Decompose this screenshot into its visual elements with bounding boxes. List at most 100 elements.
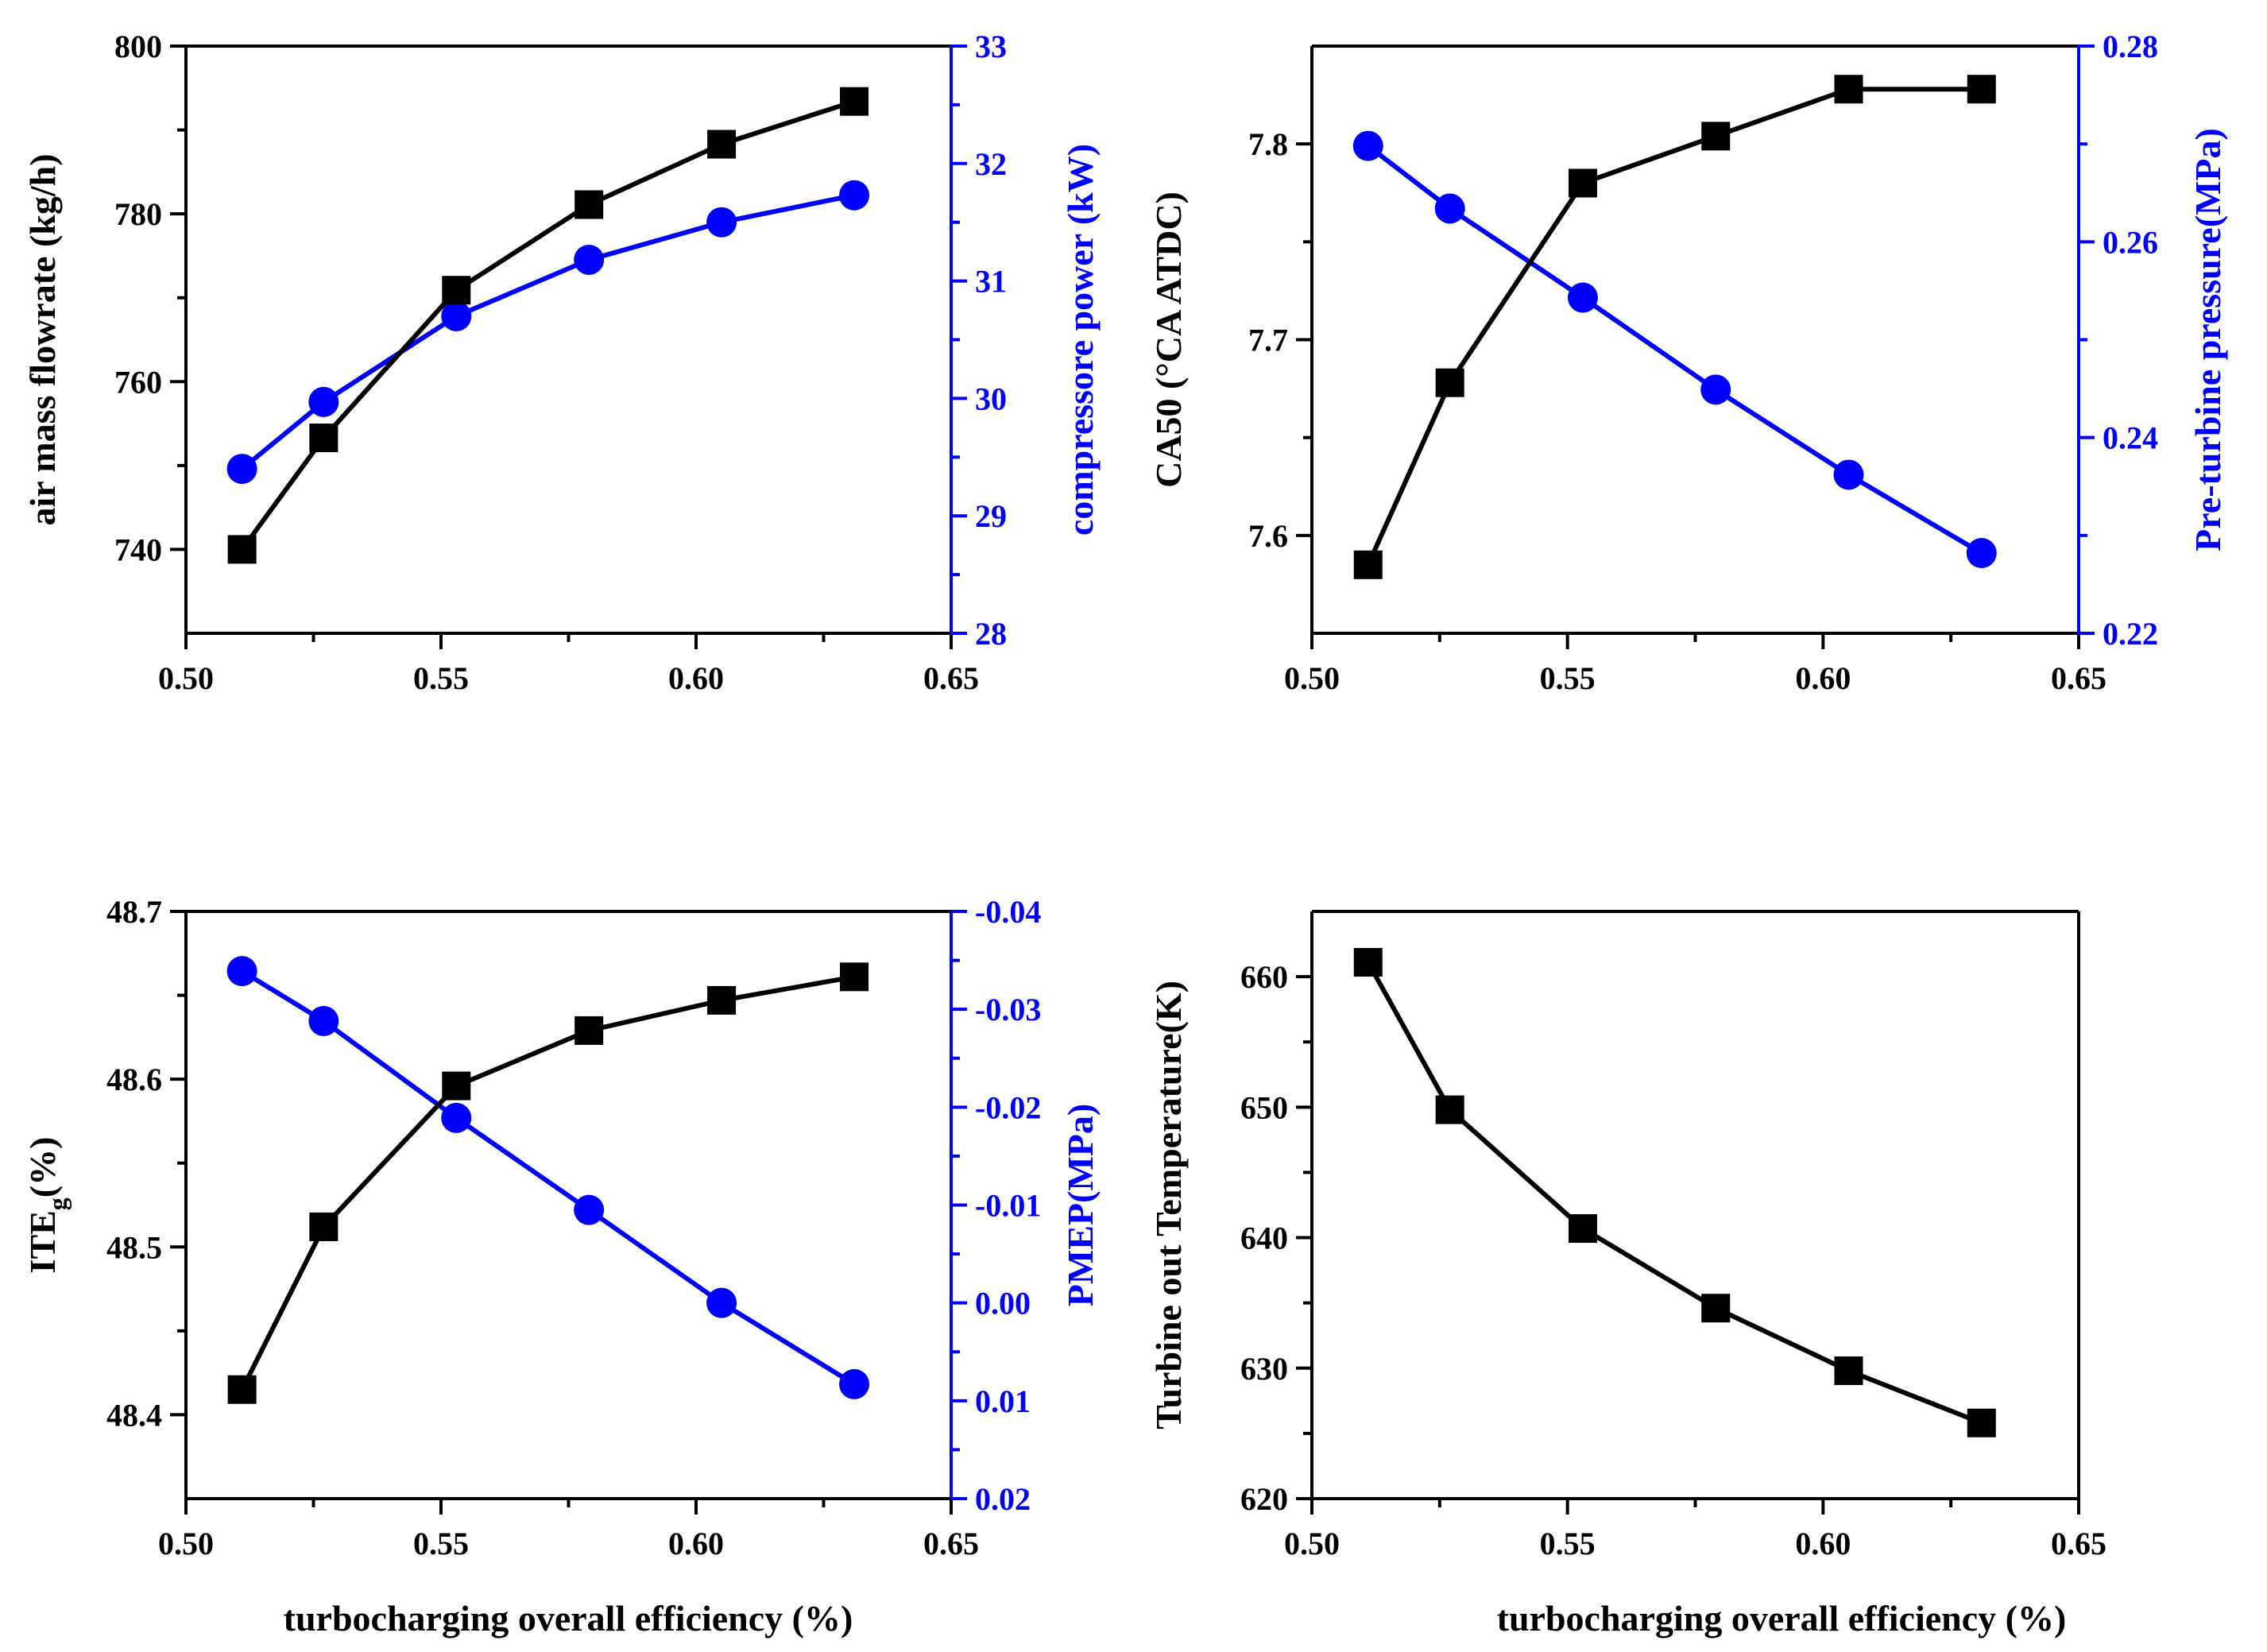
right-y-tick-label: 31 (975, 264, 1007, 300)
left-series-point (1568, 168, 1597, 198)
panel-turbine-temp: 0.50 0.55 0.60 0.65 620 630 640 650 660 Turbine o… (1148, 910, 2106, 1561)
left-series-point (707, 985, 737, 1015)
x-tick-label: 0.55 (1540, 660, 1596, 696)
right-y-tick-label: 28 (975, 616, 1007, 652)
right-y-tick-label: 33 (975, 29, 1007, 64)
right-series-point (1352, 130, 1383, 161)
left-y-tick-label: 48.5 (106, 1229, 162, 1265)
right-y-tick-label: 0.02 (975, 1481, 1031, 1517)
right-y-tick-label: 29 (975, 498, 1007, 534)
right-series-line (240, 192, 855, 471)
left-y-tick-label: 740 (114, 532, 162, 567)
right-y-tick-label: 0.01 (975, 1383, 1031, 1419)
right-series-point (226, 956, 257, 987)
left-y-tick-label: 780 (114, 196, 162, 232)
x-tick-label: 0.65 (2051, 660, 2106, 696)
right-y-tick-label: 0.24 (2103, 420, 2158, 456)
x-tick-label: 0.50 (158, 1526, 214, 1561)
right-y-tick-label: -0.02 (975, 1089, 1041, 1125)
left-series-point (840, 962, 869, 992)
left-y-tick-label: 620 (1240, 1481, 1288, 1517)
right-y-tick-label: -0.01 (975, 1188, 1041, 1224)
right-series-point (839, 180, 870, 211)
x-tick-label: 0.60 (668, 1526, 724, 1561)
x-tick-label: 0.65 (2051, 1526, 2106, 1561)
left-y-tick-label: 800 (114, 29, 162, 64)
right-y-tick-label: 0.26 (2103, 224, 2158, 260)
right-axis-title: PMEP(MPa) (1060, 1104, 1101, 1306)
right-y-tick-label: -0.04 (975, 894, 1041, 930)
right-y-tick-label: 30 (975, 381, 1007, 416)
right-series-point (441, 300, 472, 331)
left-y-tick-label: 640 (1240, 1221, 1288, 1256)
left-series-point (1967, 75, 1996, 104)
left-series-point (1701, 122, 1731, 151)
left-series-point (574, 1016, 604, 1045)
right-series-point (308, 386, 339, 417)
left-series-point (1353, 948, 1383, 977)
left-series-point (309, 1212, 339, 1241)
x-tick-label: 0.65 (923, 660, 979, 696)
left-y-tick-label: 48.7 (106, 894, 162, 930)
left-series-point (1435, 1095, 1464, 1124)
left-series-point (309, 424, 339, 453)
left-y-tick-label: 650 (1240, 1089, 1288, 1125)
right-series-point (226, 454, 257, 485)
left-series-point (227, 1375, 257, 1404)
right-y-tick-label: 32 (975, 146, 1007, 182)
right-series-point (706, 1287, 737, 1318)
right-series-line (241, 969, 856, 1387)
left-series-point (1568, 1214, 1597, 1244)
right-axis-title: Pre-turbine pressure(MPa) (2188, 128, 2228, 551)
right-y-tick-label: 0.28 (2103, 29, 2158, 64)
x-tick-label: 0.55 (1540, 1526, 1596, 1561)
right-series-point (308, 1005, 339, 1036)
left-series-point (1834, 75, 1863, 104)
left-series-line (1366, 961, 1983, 1426)
panel-ca50: 0.50 0.55 0.60 0.65 7.6 7.7 7.8 CA50 (°CA ATDC)… (1148, 29, 2228, 696)
left-y-tick-label: 660 (1240, 959, 1288, 995)
right-series-point (1700, 374, 1731, 405)
left-series-point (227, 535, 257, 564)
right-series-point (574, 244, 605, 275)
left-axis-title: air mass flowrate (kg/h) (22, 153, 63, 525)
panel-air-flow: 0.50 0.55 0.60 0.65 740 760 780 800 air mass flo… (22, 29, 1101, 696)
x-axis-title-left: turbocharging overall efficiency (%) (284, 1598, 853, 1638)
left-series-line (240, 99, 855, 551)
left-series-point (1967, 1408, 1996, 1437)
right-series-point (1434, 193, 1465, 224)
left-series-line (239, 974, 855, 1391)
x-tick-label: 0.65 (923, 1526, 979, 1561)
left-axis-title: ITEg(%) (22, 1137, 72, 1274)
right-y-tick-label: 0.22 (2103, 616, 2158, 652)
left-series-point (1435, 368, 1464, 397)
left-y-tick-label: 48.6 (106, 1062, 162, 1097)
x-tick-label: 0.55 (413, 660, 469, 696)
x-tick-label: 0.50 (158, 660, 214, 696)
left-series-line (1366, 87, 1982, 567)
x-tick-label: 0.60 (668, 660, 724, 696)
left-series-point (840, 87, 869, 116)
right-y-tick-label: -0.03 (975, 992, 1041, 1027)
right-series-point (1833, 459, 1864, 490)
right-axis-title: compressore power (kW) (1060, 144, 1101, 536)
right-series-point (1567, 282, 1598, 313)
x-tick-label: 0.55 (413, 1526, 469, 1561)
x-tick-label: 0.60 (1795, 1526, 1851, 1561)
x-tick-label: 0.50 (1284, 1526, 1340, 1561)
left-y-tick-label: 630 (1240, 1351, 1288, 1387)
left-series-point (442, 1071, 471, 1101)
left-series-point (1353, 550, 1383, 579)
left-y-tick-label: 7.7 (1248, 323, 1288, 358)
left-y-tick-label: 7.6 (1248, 518, 1288, 554)
panel-ite: 0.50 0.55 0.60 0.65 48.4 48.5 48.6 48.7 ITEg(%) -… (22, 894, 1101, 1561)
right-series-point (1966, 538, 1997, 569)
left-axis-title: Turbine out Temperature(K) (1148, 981, 1189, 1430)
left-series-point (442, 276, 471, 305)
left-y-tick-label: 48.4 (106, 1397, 162, 1433)
left-y-tick-label: 7.8 (1248, 126, 1288, 162)
x-axis-title-right: turbocharging overall efficiency (%) (1497, 1598, 2067, 1638)
left-series-point (1701, 1294, 1731, 1323)
left-series-point (1834, 1356, 1863, 1386)
right-series-point (839, 1368, 870, 1399)
